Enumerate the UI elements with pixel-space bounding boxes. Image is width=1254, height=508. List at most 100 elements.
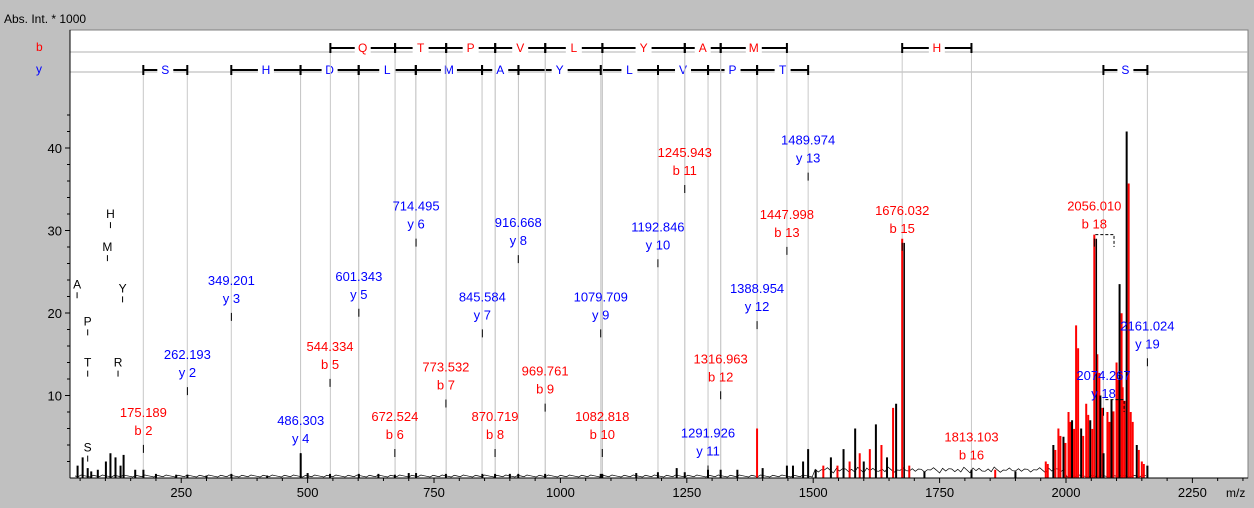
- peak-ion-label: y 10: [646, 237, 671, 252]
- immonium-label: A: [73, 277, 81, 291]
- immonium-label: S: [84, 441, 92, 455]
- immonium-label: R: [114, 356, 123, 370]
- y-ladder-residue: M: [444, 63, 454, 77]
- peak-ion-label: b 5: [321, 357, 339, 372]
- peak-mz-label: 1316.963: [694, 351, 748, 366]
- peak-mz-label: 262.193: [164, 347, 211, 362]
- y-ladder-residue: D: [325, 63, 334, 77]
- peak-ion-label: b 9: [536, 382, 554, 397]
- b-ladder-letter-bg: [745, 40, 762, 55]
- peaks: [75, 131, 1149, 478]
- peak-ion-label: b 13: [774, 225, 799, 240]
- peak-mz-label: 1079.709: [574, 289, 628, 304]
- y-ladder-letter-bg: [321, 62, 338, 77]
- x-tick-label: 2250: [1178, 485, 1207, 500]
- peak-ion-label: y 6: [407, 217, 424, 232]
- peak-ion-label: b 8: [486, 427, 504, 442]
- peak-mz-label: 486.303: [277, 413, 324, 428]
- y-ladder-residue: S: [161, 63, 169, 77]
- y-ladder-letter-bg: [440, 62, 457, 77]
- peak-mz-label: 969.761: [522, 364, 569, 379]
- peak-ion-label: b 12: [708, 369, 733, 384]
- b-ladder-residue: A: [699, 41, 707, 55]
- peak-ion-label: b 16: [959, 448, 984, 463]
- y-ladder-residue: T: [779, 63, 787, 77]
- b-ladder-letter-bg: [928, 40, 945, 55]
- series-label-y: y: [36, 62, 42, 76]
- peak-ion-label: y 9: [592, 307, 609, 322]
- b-ladder-letter-bg: [635, 40, 652, 55]
- peak-mz-label: 175.189: [120, 405, 167, 420]
- y-ladder-letter-bg: [675, 62, 692, 77]
- peak-mz-label: 1291.926: [681, 426, 735, 441]
- peak-mz-label: 1447.998: [760, 207, 814, 222]
- b-ladder-residue: T: [417, 41, 425, 55]
- x-tick-label: 750: [423, 485, 445, 500]
- y-ladder-residue: A: [496, 63, 504, 77]
- y-ladder-letter-bg: [621, 62, 638, 77]
- peak-ion-label: y 7: [474, 307, 491, 322]
- peak-ion-label: y 2: [179, 365, 196, 380]
- y-ladder-letter-bg: [379, 62, 396, 77]
- y-ladder-letter-bg: [1117, 62, 1134, 77]
- peak-mz-label: 916.668: [495, 215, 542, 230]
- y-ladder-residue: S: [1121, 63, 1129, 77]
- peak-mz-label: 1082.818: [575, 409, 629, 424]
- peak-mz-label: 845.584: [459, 289, 506, 304]
- peak-mz-label: 601.343: [335, 269, 382, 284]
- plot-area: [69, 29, 1249, 479]
- peak-mz-label: 714.495: [393, 199, 440, 214]
- peak-ion-label: b 7: [437, 378, 455, 393]
- axes: 250 500 750 1000 1250 1500 1750 2000 2250 10 20 30 4…: [48, 30, 1248, 500]
- y-ladder-residue: H: [262, 63, 271, 77]
- peak-ion-label: b 15: [890, 221, 915, 236]
- b-ladder-residue: M: [749, 41, 759, 55]
- peak-mz-label: 349.201: [208, 273, 255, 288]
- y-ladder-residue: L: [384, 63, 391, 77]
- b-ladder-residue: L: [570, 41, 577, 55]
- peak-mz-label: 870.719: [472, 409, 519, 424]
- b-ladder-letter-bg: [694, 40, 711, 55]
- peak-ion-label: y 3: [223, 291, 240, 306]
- b-ladder-residue: Y: [640, 41, 648, 55]
- series-label-b: b: [36, 40, 43, 54]
- peak-mz-label: 544.334: [307, 339, 354, 354]
- peak-ion-label: b 6: [386, 427, 404, 442]
- peak-ion-label: y 4: [292, 431, 309, 446]
- y-ladder-letter-bg: [492, 62, 509, 77]
- isotope-bracket: [1105, 399, 1125, 412]
- b-ladder-residue: P: [467, 41, 475, 55]
- ladder-guide-lines: [142, 53, 1148, 478]
- y-ladder-letter-bg: [551, 62, 568, 77]
- y-tick-label: 10: [48, 389, 62, 404]
- y-ladder-residue: L: [626, 63, 633, 77]
- b-ladder-residue: H: [932, 41, 941, 55]
- immonium-label: Y: [119, 281, 127, 295]
- peak-mz-label: 1813.103: [944, 430, 998, 445]
- x-tick-label: 1750: [925, 485, 954, 500]
- peak-mz-label: 773.532: [422, 360, 469, 375]
- peak-ion-label: y 11: [696, 444, 720, 459]
- peak-mz-label: 2074.267: [1076, 368, 1130, 383]
- peak-mz-label: 1489.974: [781, 133, 835, 148]
- peak-ion-label: y 8: [510, 233, 527, 248]
- peak-mz-label: 2056.010: [1067, 199, 1121, 214]
- peak-labels: 175.189 b 2 262.193 y 2 349.201 y 3 486.303 y 4…: [73, 133, 1175, 478]
- x-tick-label: 1500: [799, 485, 828, 500]
- x-tick-label: 1250: [672, 485, 701, 500]
- y-ladder-residue: Y: [556, 63, 564, 77]
- b-ladder-residue: Q: [358, 41, 367, 55]
- peak-ion-label: y 12: [745, 299, 770, 314]
- immonium-label: P: [84, 314, 92, 328]
- y-ladder-letter-bg: [257, 62, 274, 77]
- y-ladder-letter-bg: [157, 62, 174, 77]
- b-ladder-letter-bg: [354, 40, 371, 55]
- y-ladder-residue: P: [729, 63, 737, 77]
- x-tick-label: 2000: [1052, 485, 1081, 500]
- peak-mz-label: 2161.024: [1120, 318, 1174, 333]
- immonium-label: T: [84, 356, 92, 370]
- baseline-noise: [75, 466, 1146, 478]
- peak-ion-label: y 19: [1135, 336, 1160, 351]
